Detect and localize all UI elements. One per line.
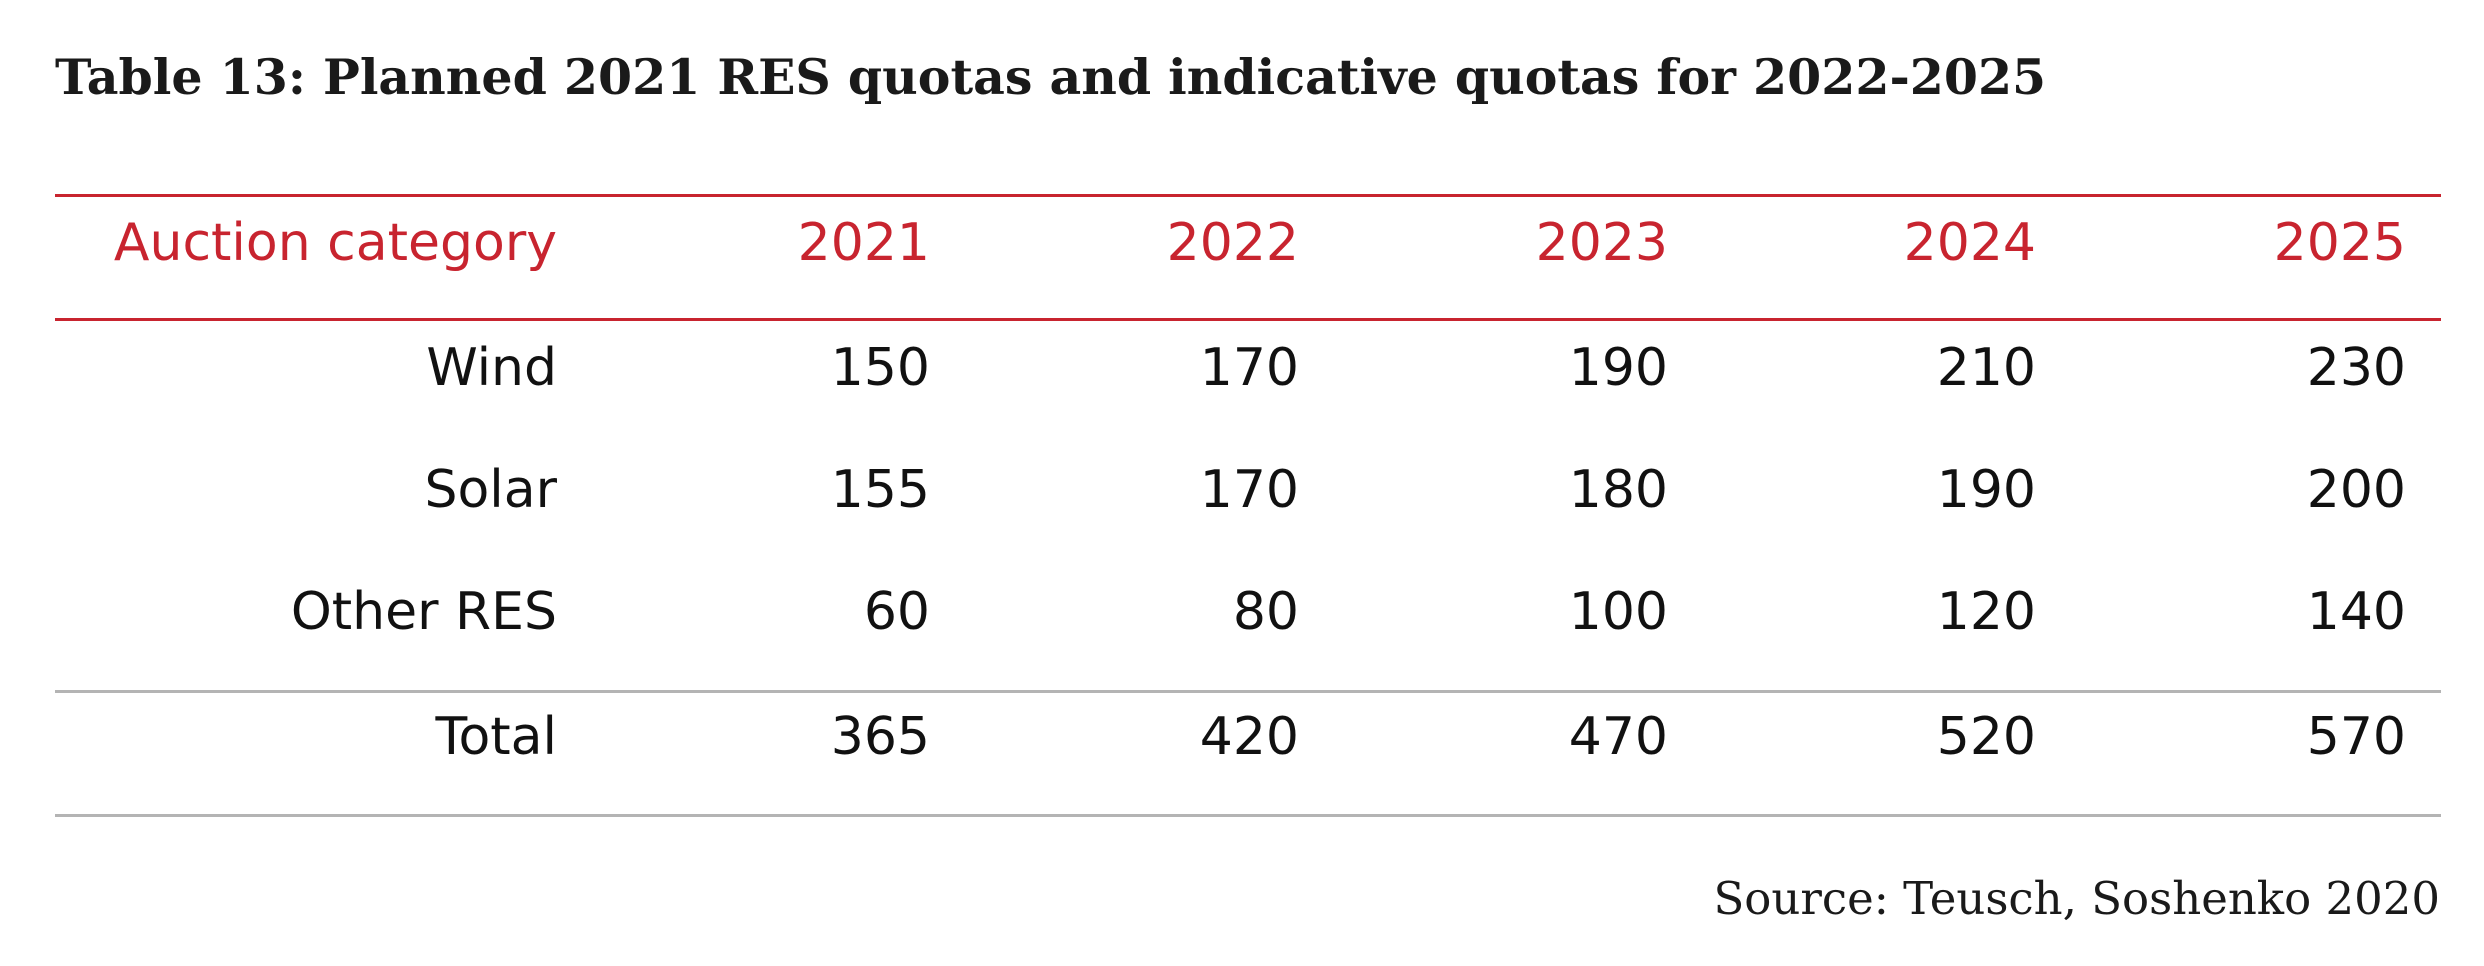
header-year-2024: 2024 (1903, 213, 2036, 273)
table-cell: 140 (2306, 582, 2406, 642)
total-cell: 420 (1199, 707, 1299, 767)
table-cell: 230 (2306, 338, 2406, 398)
table-cell: 170 (1199, 338, 1299, 398)
total-cell: 570 (2306, 707, 2406, 767)
table-header-rule (55, 318, 2441, 321)
header-year-2021: 2021 (797, 213, 930, 273)
table-title: Table 13: Planned 2021 RES quotas and in… (55, 48, 2047, 106)
header-year-2025: 2025 (2273, 213, 2406, 273)
row-label: Solar (424, 460, 557, 520)
table-cell: 180 (1568, 460, 1668, 520)
total-row: Total 365 420 470 520 570 (55, 677, 2441, 797)
total-label: Total (435, 707, 557, 767)
table-cell: 190 (1568, 338, 1668, 398)
row-label: Wind (426, 338, 557, 398)
header-year-2022: 2022 (1166, 213, 1299, 273)
total-cell: 470 (1568, 707, 1668, 767)
table-cell: 100 (1568, 582, 1668, 642)
table-cell: 200 (2306, 460, 2406, 520)
table-cell: 210 (1936, 338, 2036, 398)
table-cell: 120 (1936, 582, 2036, 642)
table-cell: 80 (1232, 582, 1299, 642)
table-cell: 60 (863, 582, 930, 642)
total-divider (55, 690, 2441, 693)
table-cell: 190 (1936, 460, 2036, 520)
row-label: Other RES (290, 582, 557, 642)
table-bottom-rule (55, 814, 2441, 817)
table-cell: 155 (830, 460, 930, 520)
header-year-2023: 2023 (1535, 213, 1668, 273)
table-cell: 150 (830, 338, 930, 398)
table-row: Solar 155 170 180 190 200 (55, 430, 2441, 550)
table-top-rule (55, 194, 2441, 197)
table-row: Other RES 60 80 100 120 140 (55, 552, 2441, 672)
total-cell: 520 (1936, 707, 2036, 767)
table-cell: 170 (1199, 460, 1299, 520)
header-auction-category: Auction category (113, 213, 557, 273)
table-header-row: Auction category 2021 2022 2023 2024 202… (55, 183, 2441, 303)
source-note: Source: Teusch, Soshenko 2020 (1713, 872, 2440, 925)
table-row: Wind 150 170 190 210 230 (55, 308, 2441, 428)
total-cell: 365 (830, 707, 930, 767)
